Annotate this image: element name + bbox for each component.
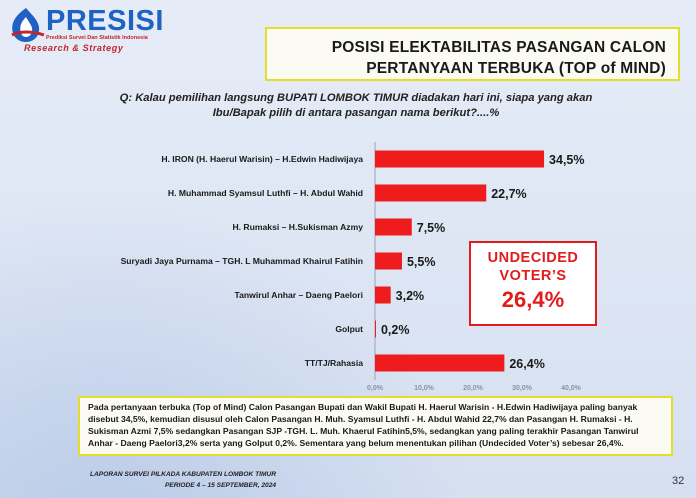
undecided-callout: UNDECIDED VOTER’S 26,4%	[469, 241, 597, 326]
question-line1: Q: Kalau pemilihan langsung BUPATI LOMBO…	[119, 92, 593, 104]
undecided-label-line1: UNDECIDED	[487, 250, 579, 266]
category-label: Golput	[335, 324, 363, 334]
undecided-label-line2: VOTER’S	[499, 268, 567, 284]
bar	[375, 286, 391, 304]
footer-period: PERIODE 4 – 15 SEPTEMBER, 2024	[165, 482, 277, 489]
survey-question: Q: Kalau pemilihan langsung BUPATI LOMBO…	[96, 91, 616, 121]
bar	[375, 320, 376, 338]
slide-title-line2: PERTANYAAN TERBUKA (TOP of MIND)	[366, 60, 666, 77]
value-label: 34,5%	[549, 153, 584, 167]
footer-report-title: LAPORAN SURVEI PILKADA KABUPATEN LOMBOK …	[90, 471, 276, 478]
summary-box: Pada pertanyaan terbuka (Top of Mind) Ca…	[78, 396, 673, 456]
undecided-value: 26,4%	[501, 287, 565, 312]
category-label: H. IRON (H. Haerul Warisin) – H.Edwin Ha…	[161, 154, 363, 164]
brand-name: PRESISI	[46, 5, 164, 37]
bar	[375, 218, 412, 236]
x-tick-label: 0,0%	[367, 385, 384, 392]
x-tick-label: 10,0%	[414, 385, 435, 392]
slide-title-line1: POSISI ELEKTABILITAS PASANGAN CALON	[331, 39, 666, 56]
brand-subtitle: Prediksi Survei Dan Statistik Indonesia	[46, 35, 148, 41]
category-label: Tanwirul Anhar – Daeng Paelori	[235, 290, 363, 300]
brand-logo: PRESISI Prediksi Survei Dan Statistik In…	[4, 5, 164, 53]
page-number: 32	[672, 475, 685, 487]
x-tick-label: 40,0%	[561, 385, 582, 392]
category-label: H. Muhammad Syamsul Luthfi – H. Abdul Wa…	[168, 188, 363, 198]
brand-tagline: Research & Strategy	[24, 43, 124, 53]
logo-flame-icon	[11, 8, 45, 42]
bar	[375, 252, 402, 270]
bar	[375, 184, 487, 202]
value-label: 3,2%	[396, 289, 425, 303]
category-label: Suryadi Jaya Purnama – TGH. L Muhammad K…	[121, 256, 363, 266]
bar	[375, 150, 545, 168]
category-label: TT/TJ/Rahasia	[305, 358, 363, 368]
value-label: 22,7%	[491, 187, 526, 201]
summary-text: Pada pertanyaan terbuka (Top of Mind) Ca…	[88, 402, 639, 448]
value-label: 26,4%	[509, 357, 544, 371]
x-tick-label: 20,0%	[463, 385, 484, 392]
x-tick-label: 30,0%	[512, 385, 533, 392]
value-label: 5,5%	[407, 255, 436, 269]
value-label: 0,2%	[381, 323, 410, 337]
footer: LAPORAN SURVEI PILKADA KABUPATEN LOMBOK …	[90, 469, 276, 491]
question-line2: Ibu/Bapak pilih di antara pasangan nama …	[212, 107, 500, 119]
slide-title-box: POSISI ELEKTABILITAS PASANGAN CALON PERT…	[265, 27, 680, 81]
bar	[375, 354, 505, 372]
value-label: 7,5%	[417, 221, 446, 235]
category-label: H. Rumaksi – H.Sukisman Azmy	[232, 222, 363, 232]
